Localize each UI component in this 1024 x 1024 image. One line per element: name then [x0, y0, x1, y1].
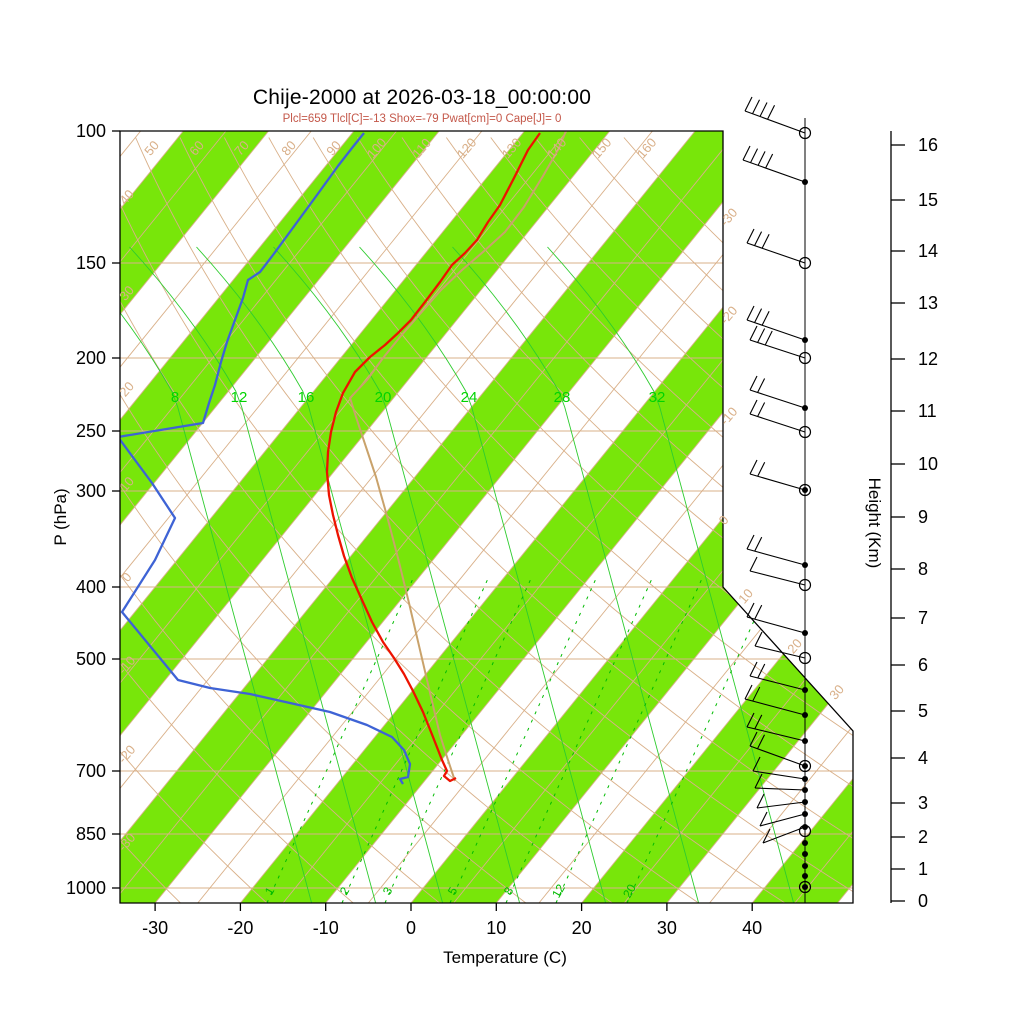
parcel-curve	[349, 131, 567, 782]
moist-adiabats	[120, 246, 795, 903]
svg-text:1000: 1000	[66, 878, 106, 898]
svg-text:14: 14	[918, 241, 938, 261]
svg-text:1: 1	[918, 859, 928, 879]
temperature-axis-title: Temperature (C)	[443, 948, 567, 967]
svg-text:12: 12	[231, 389, 248, 406]
pressure-gridlines	[120, 262, 853, 889]
svg-text:13: 13	[918, 293, 938, 313]
svg-text:400: 400	[76, 577, 106, 597]
svg-text:150: 150	[76, 253, 106, 273]
svg-text:10: 10	[918, 454, 938, 474]
svg-text:700: 700	[76, 761, 106, 781]
svg-text:12: 12	[918, 349, 938, 369]
svg-text:250: 250	[76, 421, 106, 441]
wind-barbs	[742, 96, 812, 903]
svg-text:11: 11	[918, 401, 937, 421]
height-axis-title: Height (Km)	[865, 478, 884, 569]
svg-text:15: 15	[918, 190, 938, 210]
svg-text:9: 9	[918, 507, 928, 527]
svg-text:6: 6	[918, 655, 928, 675]
svg-text:8: 8	[918, 559, 928, 579]
svg-text:16: 16	[298, 389, 315, 406]
chart-subtitle: Plcl=659 Tlcl[C]=-13 Shox=-79 Pwat[cm]=0…	[282, 113, 562, 125]
svg-text:2: 2	[337, 884, 353, 897]
svg-text:28: 28	[554, 389, 571, 406]
pressure-axis-title: P (hPa)	[51, 488, 70, 545]
dewpoint-curve	[120, 132, 412, 785]
svg-text:-20: -20	[227, 918, 253, 938]
svg-text:50: 50	[141, 138, 162, 159]
svg-text:10: 10	[486, 918, 506, 938]
svg-text:2: 2	[918, 827, 928, 847]
svg-text:30: 30	[657, 918, 677, 938]
svg-text:4: 4	[918, 748, 928, 768]
dry-adiabats	[120, 137, 853, 903]
svg-text:3: 3	[918, 793, 928, 813]
svg-text:300: 300	[76, 481, 106, 501]
svg-text:-10: -10	[313, 918, 339, 938]
svg-text:0: 0	[406, 918, 416, 938]
temperature-axis: -30 -20 -10 0 10 20 30 40 Temperature (C)	[142, 903, 762, 967]
svg-text:500: 500	[76, 649, 106, 669]
sounding-curves	[120, 131, 567, 785]
svg-text:200: 200	[76, 348, 106, 368]
svg-text:0: 0	[119, 569, 135, 584]
plot-border	[119, 130, 854, 904]
svg-text:20: 20	[620, 881, 639, 900]
svg-text:3: 3	[380, 884, 396, 897]
svg-text:20: 20	[116, 379, 137, 400]
svg-text:-30: -30	[142, 918, 168, 938]
svg-text:20: 20	[375, 389, 392, 406]
svg-text:12: 12	[549, 881, 568, 900]
svg-text:40: 40	[742, 918, 762, 938]
svg-text:100: 100	[76, 121, 106, 141]
svg-text:16: 16	[918, 135, 938, 155]
svg-text:8: 8	[171, 389, 179, 406]
svg-text:-30: -30	[717, 205, 741, 229]
svg-text:0: 0	[918, 891, 928, 911]
svg-text:24: 24	[461, 389, 478, 406]
pressure-axis: 100 150 200 250 300 400 500 700 850 1000 P (hPa)	[51, 121, 120, 898]
svg-text:7: 7	[918, 608, 928, 628]
svg-text:850: 850	[76, 824, 106, 844]
svg-text:30: 30	[826, 682, 847, 703]
svg-text:-20: -20	[115, 742, 139, 766]
chart-title: Chije-2000 at 2026-03-18_00:00:00	[252, 86, 592, 109]
svg-text:80: 80	[278, 138, 299, 159]
svg-text:20: 20	[572, 918, 592, 938]
temperature-curve	[325, 132, 541, 783]
svg-text:160: 160	[634, 135, 660, 161]
svg-text:32: 32	[649, 389, 666, 406]
svg-text:5: 5	[918, 701, 928, 721]
